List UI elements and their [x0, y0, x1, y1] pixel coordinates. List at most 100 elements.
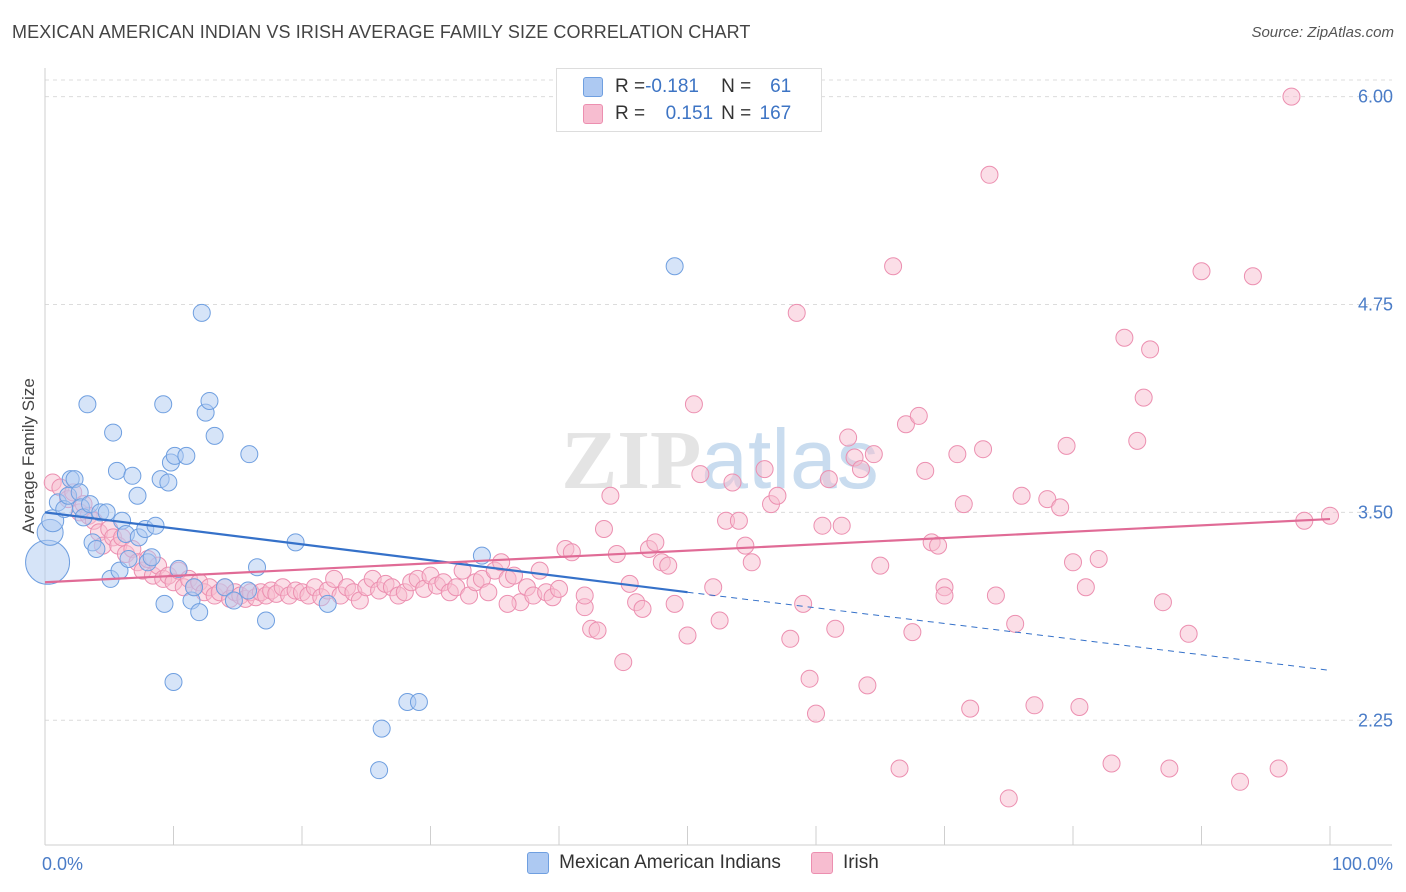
- trend-line-irish: [44, 517, 1331, 584]
- axes: [44, 68, 1392, 846]
- legend-label: Mexican American Indians: [559, 852, 781, 873]
- data-point-irish: [1192, 262, 1211, 281]
- data-point-irish: [1064, 553, 1082, 572]
- data-point-irish: [646, 533, 665, 552]
- trend-lines: [44, 511, 1331, 671]
- y-tick-label: 3.50: [1358, 502, 1393, 522]
- data-point-mexican-american-indians: [164, 673, 183, 692]
- data-point-mexican-american-indians: [25, 539, 71, 585]
- legend-label: Irish: [842, 852, 879, 873]
- data-point-irish: [1076, 578, 1095, 597]
- data-point-irish: [1012, 486, 1031, 505]
- data-point-irish: [890, 759, 909, 778]
- data-point-mexican-american-indians: [215, 578, 234, 597]
- data-point-irish: [871, 556, 890, 575]
- legend-swatch-pink: [810, 852, 833, 874]
- data-point-irish: [929, 536, 948, 555]
- legend-r-value: -0.181: [645, 76, 699, 97]
- data-point-irish: [588, 621, 607, 640]
- data-point-mexican-american-indians: [665, 257, 684, 276]
- data-point-irish: [723, 473, 742, 492]
- data-point-mexican-american-indians: [107, 461, 126, 480]
- data-point-mexican-american-indians: [224, 591, 243, 610]
- data-point-mexican-american-indians: [192, 303, 211, 322]
- data-point-irish: [1269, 759, 1288, 778]
- data-point-irish: [736, 536, 755, 555]
- data-point-irish: [819, 470, 838, 489]
- data-point-irish: [1070, 697, 1089, 716]
- data-point-mexican-american-indians: [372, 719, 391, 738]
- data-point-irish: [1006, 614, 1025, 633]
- data-point-mexican-american-indians: [159, 473, 178, 492]
- data-point-irish: [1141, 340, 1160, 359]
- data-point-mexican-american-indians: [248, 558, 267, 577]
- y-tick-label: 2.25: [1358, 710, 1393, 730]
- data-point-irish: [659, 556, 678, 575]
- data-point-irish: [1160, 759, 1179, 778]
- legend-n-label: N =: [721, 103, 752, 124]
- data-point-irish: [1025, 696, 1044, 715]
- data-point-mexican-american-indians: [257, 611, 276, 630]
- data-point-irish: [826, 619, 845, 638]
- legend-item-irish: Irish: [810, 852, 879, 874]
- data-point-irish: [935, 586, 954, 605]
- data-point-mexican-american-indians: [370, 761, 389, 780]
- data-point-irish: [1038, 490, 1057, 509]
- legend-r-label: R =: [615, 103, 646, 124]
- data-point-irish: [684, 395, 703, 414]
- data-point-irish: [807, 704, 825, 723]
- data-point-mexican-american-indians: [200, 391, 219, 410]
- data-point-irish: [832, 516, 851, 535]
- y-tick-label: 4.75: [1358, 295, 1393, 315]
- data-point-mexican-american-indians: [142, 548, 161, 567]
- legend-n-label: N =: [721, 76, 752, 97]
- y-tick-label: 6.00: [1358, 87, 1393, 107]
- data-point-irish: [1243, 267, 1262, 286]
- data-point-irish: [1321, 506, 1339, 525]
- data-point-irish: [1231, 772, 1250, 791]
- trend-line-mexican-american-indians: [44, 511, 688, 594]
- data-point-irish: [665, 594, 684, 613]
- legend-r-label: R =: [615, 76, 646, 97]
- data-point-irish: [839, 428, 858, 447]
- y-axis-label: Average Family Size: [19, 378, 38, 534]
- data-point-irish: [1128, 431, 1147, 450]
- data-point-irish: [1057, 436, 1076, 455]
- legend-r-value: 0.151: [665, 103, 714, 124]
- data-point-irish: [601, 486, 620, 505]
- data-point-irish: [961, 699, 980, 718]
- data-point-irish: [729, 511, 748, 530]
- data-point-irish: [575, 586, 594, 605]
- data-point-mexican-american-indians: [190, 603, 209, 622]
- data-point-irish: [884, 257, 903, 276]
- data-point-irish: [781, 629, 800, 648]
- legend-swatch-pink: [583, 104, 603, 124]
- data-point-mexican-american-indians: [185, 578, 204, 597]
- data-point-irish: [1102, 754, 1121, 773]
- data-point-irish: [1089, 549, 1108, 568]
- data-point-irish: [1282, 87, 1301, 106]
- data-point-irish: [800, 669, 819, 688]
- data-point-mexican-american-indians: [177, 446, 196, 465]
- data-point-irish: [986, 586, 1005, 605]
- data-point-mexican-american-indians: [240, 445, 259, 464]
- data-point-irish: [614, 653, 633, 672]
- data-point-irish: [594, 520, 613, 539]
- legend-row-irish: R = 0.151 N = 167: [583, 103, 791, 125]
- data-point-irish: [864, 445, 883, 464]
- data-point-irish: [691, 465, 710, 484]
- data-point-irish: [447, 578, 466, 597]
- data-point-mexican-american-indians: [78, 395, 97, 414]
- data-point-mexican-american-indians: [239, 581, 258, 600]
- data-point-irish: [954, 495, 973, 514]
- data-point-irish: [1153, 593, 1172, 612]
- data-point-mexican-american-indians: [409, 692, 428, 711]
- data-point-irish: [562, 543, 581, 562]
- legend-item-mexican-american-indians: Mexican American Indians: [527, 852, 781, 874]
- legend-n-value: 61: [770, 76, 792, 97]
- data-point-mexican-american-indians: [155, 594, 174, 613]
- data-point-irish: [948, 445, 967, 464]
- data-point-mexican-american-indians: [169, 559, 188, 578]
- data-point-irish: [794, 594, 813, 613]
